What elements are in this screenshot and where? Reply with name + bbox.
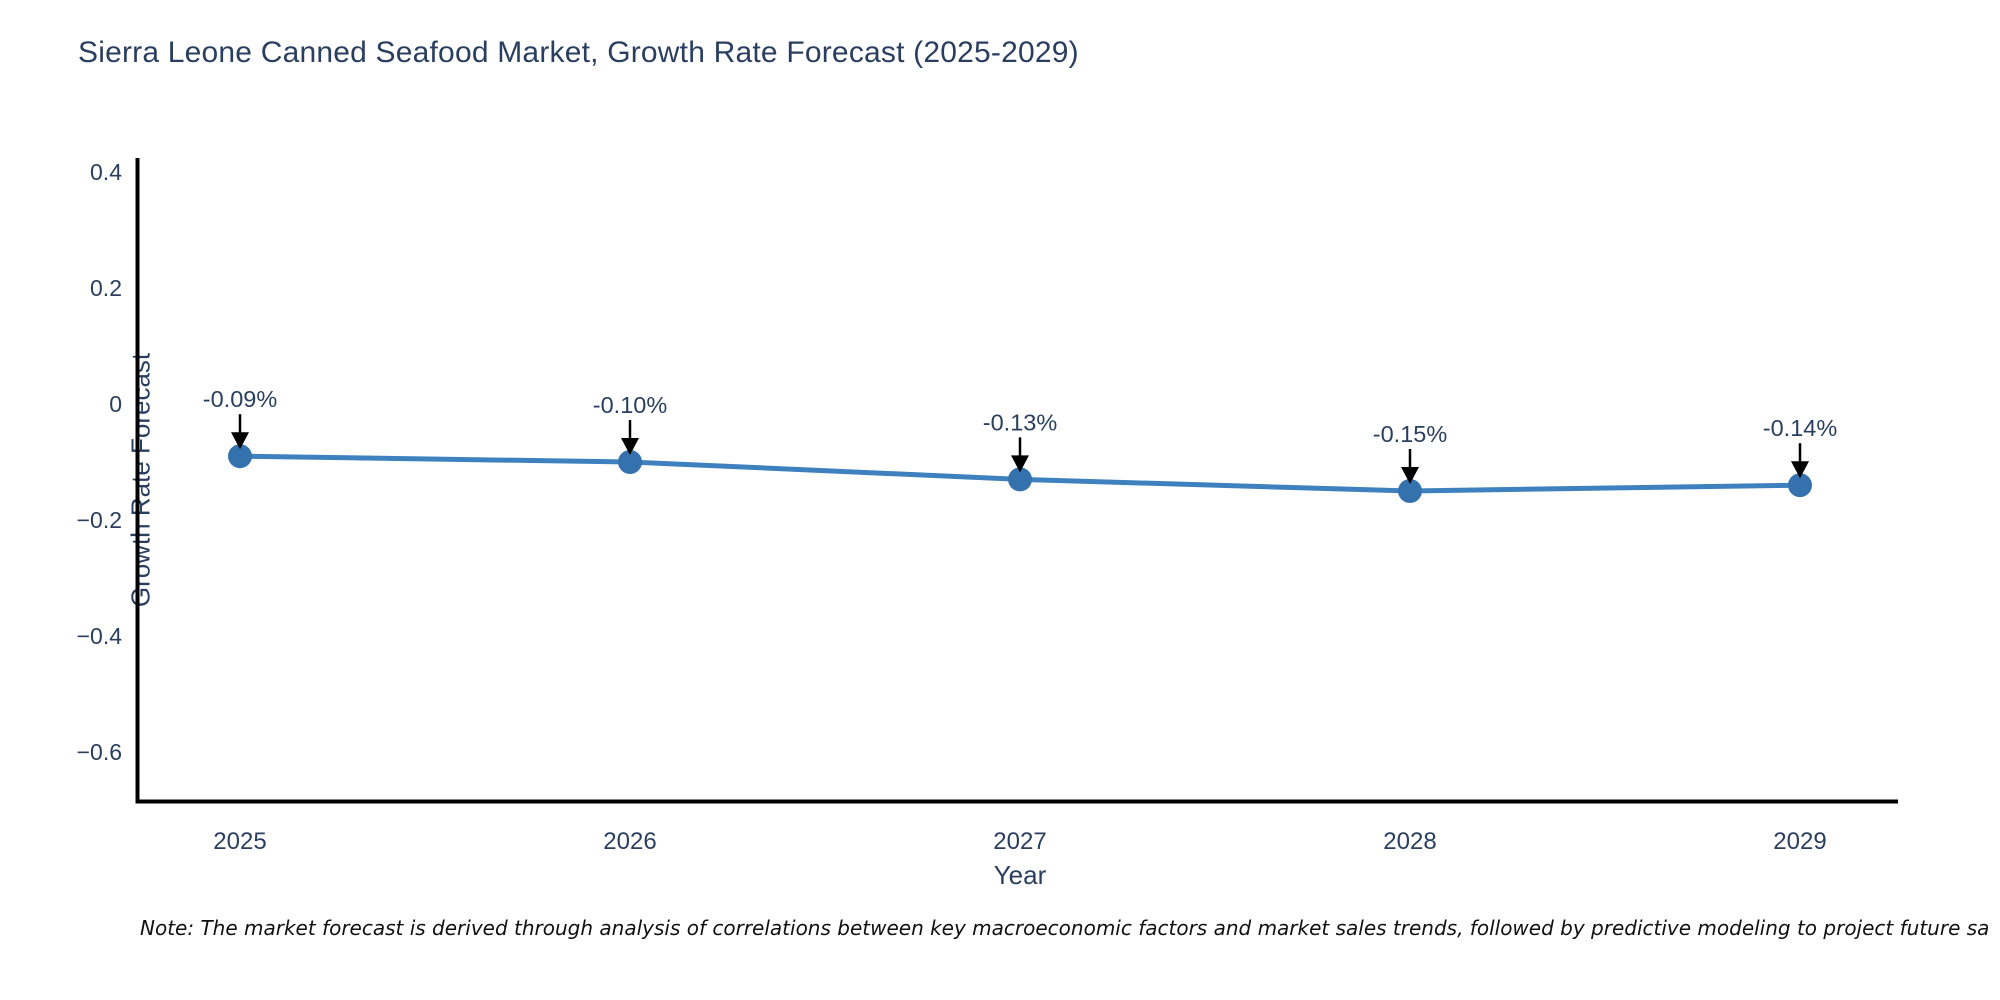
y-tick-label: 0 (109, 391, 122, 417)
data-point (1788, 473, 1812, 498)
x-axis-title: Year (993, 860, 1047, 890)
annotation-arrowhead (621, 438, 639, 455)
point-annotation: -0.13% (983, 409, 1058, 435)
annotation-arrowhead (1011, 455, 1029, 473)
x-tick-label: 2026 (603, 828, 656, 855)
annotation-arrowhead (1401, 467, 1419, 484)
data-point (1008, 467, 1032, 492)
annotation-arrowhead (1791, 461, 1809, 479)
x-tick-label: 2029 (1773, 828, 1826, 855)
y-tick-label: −0.2 (77, 507, 122, 533)
data-point (618, 450, 642, 474)
point-annotation: -0.14% (1763, 415, 1838, 441)
y-tick-label: −0.4 (77, 623, 123, 649)
y-tick-label: 0.4 (90, 159, 122, 185)
chart-title: Sierra Leone Canned Seafood Market, Grow… (78, 36, 1079, 69)
data-point (1398, 479, 1422, 503)
x-tick-label: 2025 (213, 828, 266, 855)
point-annotation: -0.15% (1373, 421, 1448, 447)
annotation-arrowhead (231, 432, 249, 450)
footnote: Note: The market forecast is derived thr… (140, 916, 1990, 940)
y-tick-label: −0.6 (77, 739, 122, 765)
y-tick-label: 0.2 (90, 275, 122, 301)
x-tick-label: 2028 (1383, 828, 1436, 855)
point-annotation: -0.10% (593, 392, 668, 418)
data-point (228, 444, 252, 469)
point-annotation: -0.09% (203, 386, 278, 412)
x-tick-label: 2027 (993, 828, 1046, 855)
